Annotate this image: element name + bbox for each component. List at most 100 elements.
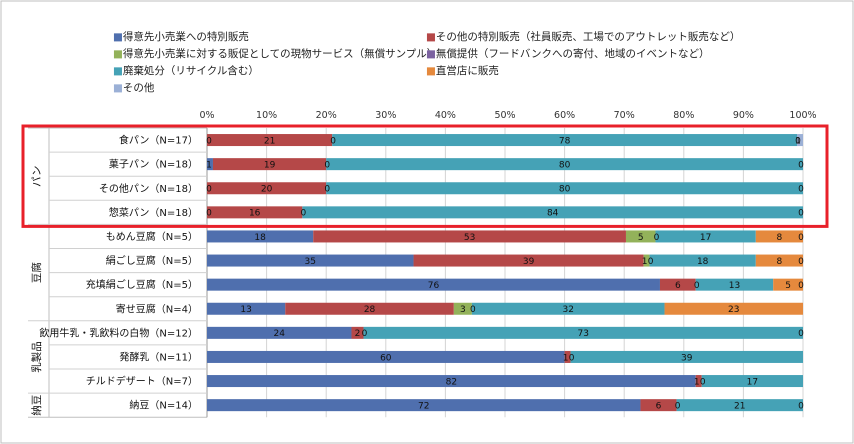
category-label: 充填絹ごし豆腐（N=5） [86,278,198,291]
bar-segment [326,158,803,171]
bar-segment [351,326,364,339]
data-label: 18 [697,257,709,267]
category-label: 飲用牛乳・乳飲料の白物（N=12） [39,326,198,339]
category-label: 菓子パン（N=18） [109,159,198,171]
data-label: 21 [734,401,745,411]
legend-label: 廃棄処分（リサイクル含む） [123,64,259,77]
bar-segment [207,134,333,147]
bar-segment [207,302,286,315]
data-label: 0 [330,136,336,146]
data-label: 8 [777,257,783,267]
bar-segment [649,254,756,267]
data-label: 0 [206,209,212,219]
group-label: パン [31,165,43,187]
data-label: 16 [249,209,261,219]
gridlines [206,128,804,418]
data-label: 5 [785,281,791,291]
x-tick-label: 70% [614,110,635,121]
data-label: 0 [798,329,804,339]
category-label: 寄せ豆腐（N=4） [116,302,198,315]
bar-segment [326,182,803,195]
bar-segment [640,399,677,412]
legend-swatch: ■ [113,82,123,94]
bar-segment [453,302,472,315]
data-label: 23 [728,305,739,315]
bar-segment [413,254,644,267]
group-label: 納豆 [30,395,43,416]
data-label: 0 [206,185,212,195]
bar-segment [207,399,641,412]
bar-segment [659,278,696,291]
bar-segment [701,375,803,388]
data-label: 73 [578,329,589,339]
data-label: 13 [240,305,251,315]
data-label: 35 [305,257,316,267]
data-label: 53 [464,233,475,243]
legend-label: 直営店に販売 [436,64,499,77]
bar-segment [797,134,803,147]
bar-segment [207,230,314,243]
data-label: 60 [380,353,392,363]
bar-segment [773,278,803,291]
legend-swatch: ■ [113,65,123,77]
bar-segment [207,326,352,339]
data-label: 39 [523,257,535,267]
x-tick-label: 10% [256,110,277,121]
x-tick-label: 30% [375,110,396,121]
category-label: 絹ごし豆腐（N=5） [106,254,198,267]
bar-segment [625,230,656,243]
data-label: 24 [274,329,286,339]
data-label: 20 [261,185,273,195]
data-label: 0 [324,185,330,195]
x-tick-label: 0% [199,110,214,121]
bar-segment [285,302,454,315]
data-label: 32 [562,305,573,315]
data-label: 17 [747,377,758,387]
bar-segment [207,350,565,363]
data-label: 76 [428,281,440,291]
bar-segment [755,230,803,243]
data-label: 0 [798,233,804,243]
data-label: 72 [418,401,429,411]
bar-segment [207,254,414,267]
x-axis-ticks: 0% 10% 20% 30% 40% 50% 60% 70% 80% 90% 100% [199,110,816,121]
bar-segment [676,399,803,412]
bars [207,134,803,412]
x-tick-label: 80% [673,110,694,121]
data-label: 18 [254,233,266,243]
legend-swatch: ■ [113,48,123,60]
highlight-box [21,124,829,228]
data-label: 0 [798,257,804,267]
legend: ■得意先小売業への特別販売 ■その他の特別販売（社員販売、工場でのアウトレット販売… [113,30,740,94]
legend-swatch: ■ [426,31,436,43]
data-label: 0 [324,160,330,170]
bar-segment [363,326,803,339]
bar-segment [207,278,660,291]
data-label: 78 [559,136,571,146]
data-label: 8 [777,233,783,243]
data-label: 0 [470,305,476,315]
legend-item: ■その他 [113,81,155,94]
bar-segment [207,158,213,171]
legend-label: 得意先小売業に対する販促としての現物サービス（無償サンプル） [123,47,437,60]
legend-swatch: ■ [426,65,436,77]
bar-segment [664,302,803,315]
data-label: 80 [559,185,571,195]
category-label: 発酵乳（N=11） [119,350,198,363]
bar-segment [695,375,702,388]
legend-swatch: ■ [113,31,123,43]
category-label: 惣菜パン（N=18） [109,206,198,219]
legend-item: ■その他の特別販売（社員販売、工場でのアウトレット販売など） [426,30,740,43]
bar-segment [655,230,756,243]
data-label: 0 [654,233,660,243]
data-label: 84 [547,209,559,219]
legend-label: その他 [123,81,155,94]
data-label: 13 [729,281,740,291]
legend-label: その他の特別販売（社員販売、工場でのアウトレット販売など） [436,30,741,43]
bar-segment [313,230,626,243]
data-label: 3 [460,305,466,315]
bar-segment [755,254,803,267]
data-label: 0 [569,353,575,363]
data-label: 0 [798,281,804,291]
